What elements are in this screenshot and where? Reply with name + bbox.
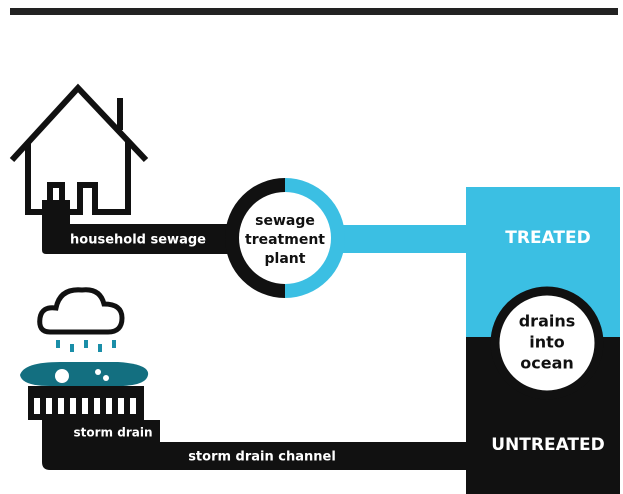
- treated-label: TREATED: [505, 228, 590, 248]
- debris: [95, 369, 101, 375]
- top-bar: [10, 8, 618, 15]
- puddle: [20, 362, 149, 386]
- ocean-label: into: [529, 333, 565, 352]
- plant-label: sewage: [255, 213, 315, 229]
- plant-label: treatment: [245, 232, 325, 248]
- grate-icon: [28, 386, 144, 420]
- untreated-label: UNTREATED: [491, 435, 605, 455]
- plant-center: [239, 192, 331, 284]
- cloud-icon: [37, 287, 125, 335]
- ocean-circle: [490, 286, 604, 400]
- debris: [55, 369, 69, 383]
- house-icon: [9, 83, 149, 215]
- ocean-label: drains: [519, 312, 576, 331]
- rain-drops: [56, 340, 116, 352]
- channel-label: storm drain channel: [188, 450, 336, 465]
- pipe-label: household sewage: [70, 233, 206, 248]
- debris: [103, 375, 109, 381]
- storm-pipe: [42, 420, 470, 470]
- storm-drain-label: storm drain: [74, 426, 153, 440]
- plant-label: plant: [265, 251, 306, 267]
- ocean-label: ocean: [520, 354, 574, 373]
